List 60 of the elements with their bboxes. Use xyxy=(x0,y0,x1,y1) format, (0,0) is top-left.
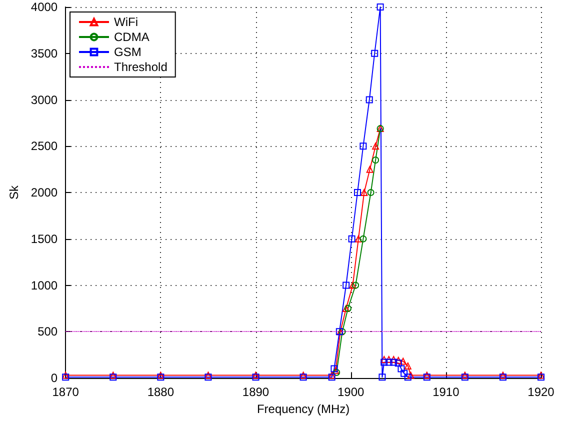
legend-label: Threshold xyxy=(114,60,168,74)
legend-label: CDMA xyxy=(114,30,150,44)
point xyxy=(380,356,388,363)
point xyxy=(394,356,402,364)
y-tick-label: 1000 xyxy=(30,278,58,292)
x-tick-label: 1920 xyxy=(528,385,555,399)
point xyxy=(372,142,380,150)
point xyxy=(62,374,70,381)
point xyxy=(371,50,378,57)
point xyxy=(360,189,368,196)
point xyxy=(394,360,402,367)
point xyxy=(390,358,398,366)
point xyxy=(360,235,367,242)
x-axis-title: Frequency (MHz) xyxy=(256,402,350,416)
x-tick-label: 1900 xyxy=(337,385,365,399)
point xyxy=(378,374,386,381)
y-tick-label: 2000 xyxy=(30,186,58,200)
point xyxy=(372,156,380,164)
point xyxy=(300,374,307,381)
point xyxy=(461,374,468,381)
y-tick-label: 3500 xyxy=(30,46,58,60)
y-tick-label: 4000 xyxy=(30,0,58,14)
y-tick-label: 0 xyxy=(50,371,58,385)
y-tick-label: 1500 xyxy=(30,232,58,246)
point xyxy=(352,282,360,289)
x-tick-label: 1910 xyxy=(432,385,460,399)
point xyxy=(349,282,356,289)
point xyxy=(354,189,361,196)
point xyxy=(348,235,356,242)
legend-label: WiFi xyxy=(114,15,138,29)
legend-label: GSM xyxy=(114,45,142,59)
point xyxy=(366,96,373,104)
point xyxy=(400,358,407,365)
point xyxy=(423,374,430,381)
y-tick-label: 2500 xyxy=(30,139,58,154)
point xyxy=(385,358,392,366)
point xyxy=(404,362,412,370)
y-tick-label: 3000 xyxy=(30,92,58,107)
y-tick-label: 500 xyxy=(38,324,58,339)
point xyxy=(354,235,362,242)
point xyxy=(400,370,408,377)
x-tick-label: 1880 xyxy=(147,385,174,399)
x-tick-label: 1870 xyxy=(52,385,80,399)
point xyxy=(110,374,117,381)
y-axis-title: Sk xyxy=(7,184,21,200)
point xyxy=(380,358,388,366)
point xyxy=(376,4,384,10)
point xyxy=(157,374,164,381)
point xyxy=(342,282,350,289)
point xyxy=(398,365,405,372)
point xyxy=(328,374,336,381)
point xyxy=(407,372,414,379)
x-tick-label: 1890 xyxy=(242,385,270,399)
point xyxy=(367,189,374,196)
point xyxy=(366,166,374,173)
point xyxy=(499,374,506,381)
point xyxy=(360,142,367,150)
point xyxy=(404,374,412,381)
point xyxy=(252,374,260,381)
point xyxy=(204,374,212,381)
